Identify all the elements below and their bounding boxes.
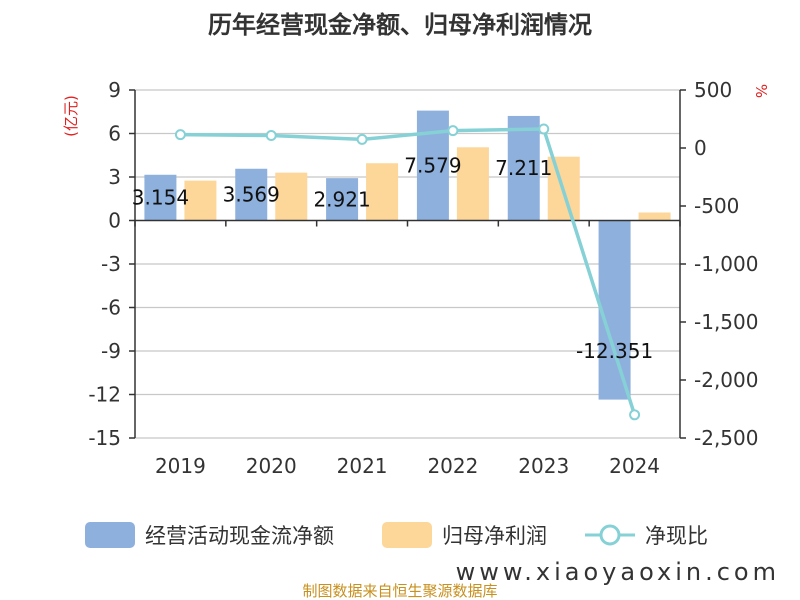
left-tick-label-3: 0 xyxy=(108,209,121,233)
left-tick-label-2: 3 xyxy=(108,165,121,189)
ratio-point-2023 xyxy=(538,123,550,135)
right-tick-label-0: 500 xyxy=(694,78,732,102)
bar-label-cashflow-2022: 7.579 xyxy=(404,154,461,178)
legend-item-cashflow[interactable]: 经营活动现金流净额 xyxy=(85,522,334,548)
bar-label-cashflow-2021: 2.921 xyxy=(313,187,370,211)
bar-label-cashflow-2023: 7.211 xyxy=(495,156,552,180)
bar-profit-2024 xyxy=(638,212,671,221)
ratio-point-2022 xyxy=(447,125,459,137)
ratio-point-2020 xyxy=(265,129,277,141)
x-tick-label-2020: 2020 xyxy=(246,454,297,478)
bar-cashflow-2019 xyxy=(144,174,177,221)
bar-label-cashflow-2020: 3.569 xyxy=(223,183,280,207)
right-tick-label-1: 0 xyxy=(694,136,707,160)
bars xyxy=(144,110,671,400)
bar-profit-2022 xyxy=(456,147,489,221)
bar-cashflow-2023 xyxy=(507,115,540,221)
x-tick-label-2022: 2022 xyxy=(427,454,478,478)
left-tick-label-8: -15 xyxy=(88,426,121,450)
legend-label-ratio: 净现比 xyxy=(645,524,708,548)
right-tick-label-6: -2,500 xyxy=(694,426,758,450)
ratio-point-2024 xyxy=(629,409,641,421)
ratio-point-2021 xyxy=(356,133,368,145)
right-axis-unit: % xyxy=(752,84,770,98)
legend-item-ratio[interactable]: 净现比 xyxy=(585,524,708,548)
bar-label-cashflow-2019: 3.154 xyxy=(132,186,189,210)
axes xyxy=(129,89,686,439)
legend-item-profit[interactable]: 归母净利润 xyxy=(382,522,547,548)
x-tick-label-2021: 2021 xyxy=(337,454,388,478)
right-tick-label-5: -2,000 xyxy=(694,368,758,392)
left-tick-label-4: -3 xyxy=(101,252,121,276)
legend-marker-ratio xyxy=(599,524,621,546)
left-tick-label-7: -12 xyxy=(88,383,121,407)
left-tick-label-6: -9 xyxy=(101,339,121,363)
tick-labels: 9 6 3 0 -3 -6 -9 -12 -15 500 0 -500 -1,000 -1,500 -2,0… xyxy=(88,78,758,478)
bar-cashflow-2020 xyxy=(235,168,268,221)
x-tick-label-2019: 2019 xyxy=(155,454,206,478)
bar-cashflow-2021 xyxy=(326,178,359,221)
bar-profit-2019 xyxy=(184,180,217,221)
bar-label-cashflow-2024: -12.351 xyxy=(576,339,653,363)
legend-swatch-profit xyxy=(382,522,432,548)
source-note: 制图数据来自恒生聚源数据库 xyxy=(302,582,497,600)
chart-title: 历年经营现金净额、归母净利润情况 xyxy=(208,11,592,39)
left-tick-label-5: -6 xyxy=(101,296,121,320)
right-tick-label-4: -1,500 xyxy=(694,310,758,334)
left-tick-label-0: 9 xyxy=(108,78,121,102)
left-tick-label-1: 6 xyxy=(108,122,121,146)
bar-profit-2020 xyxy=(275,172,308,221)
legend: 经营活动现金流净额 归母净利润 净现比 xyxy=(85,522,708,548)
bar-labels: 3.154 3.569 2.921 7.579 7.211 -12.351 xyxy=(132,154,653,364)
left-axis-unit: (亿元) xyxy=(62,95,80,137)
x-tick-label-2024: 2024 xyxy=(609,454,660,478)
bar-cashflow-2024 xyxy=(598,220,631,400)
right-tick-label-3: -1,000 xyxy=(694,252,758,276)
ratio-line-path xyxy=(180,127,637,416)
ratio-point-2019 xyxy=(174,129,186,141)
bar-profit-2021 xyxy=(366,163,399,221)
watermark: www.xiaoyaoxin.com xyxy=(456,558,780,586)
ratio-line xyxy=(174,123,641,421)
legend-swatch-cashflow xyxy=(85,522,135,548)
x-tick-label-2023: 2023 xyxy=(518,454,569,478)
bar-cashflow-2022 xyxy=(416,110,449,221)
right-tick-label-2: -500 xyxy=(694,194,739,218)
grid-lines xyxy=(135,89,680,439)
legend-label-profit: 归母净利润 xyxy=(442,524,547,548)
legend-label-cashflow: 经营活动现金流净额 xyxy=(145,524,334,548)
